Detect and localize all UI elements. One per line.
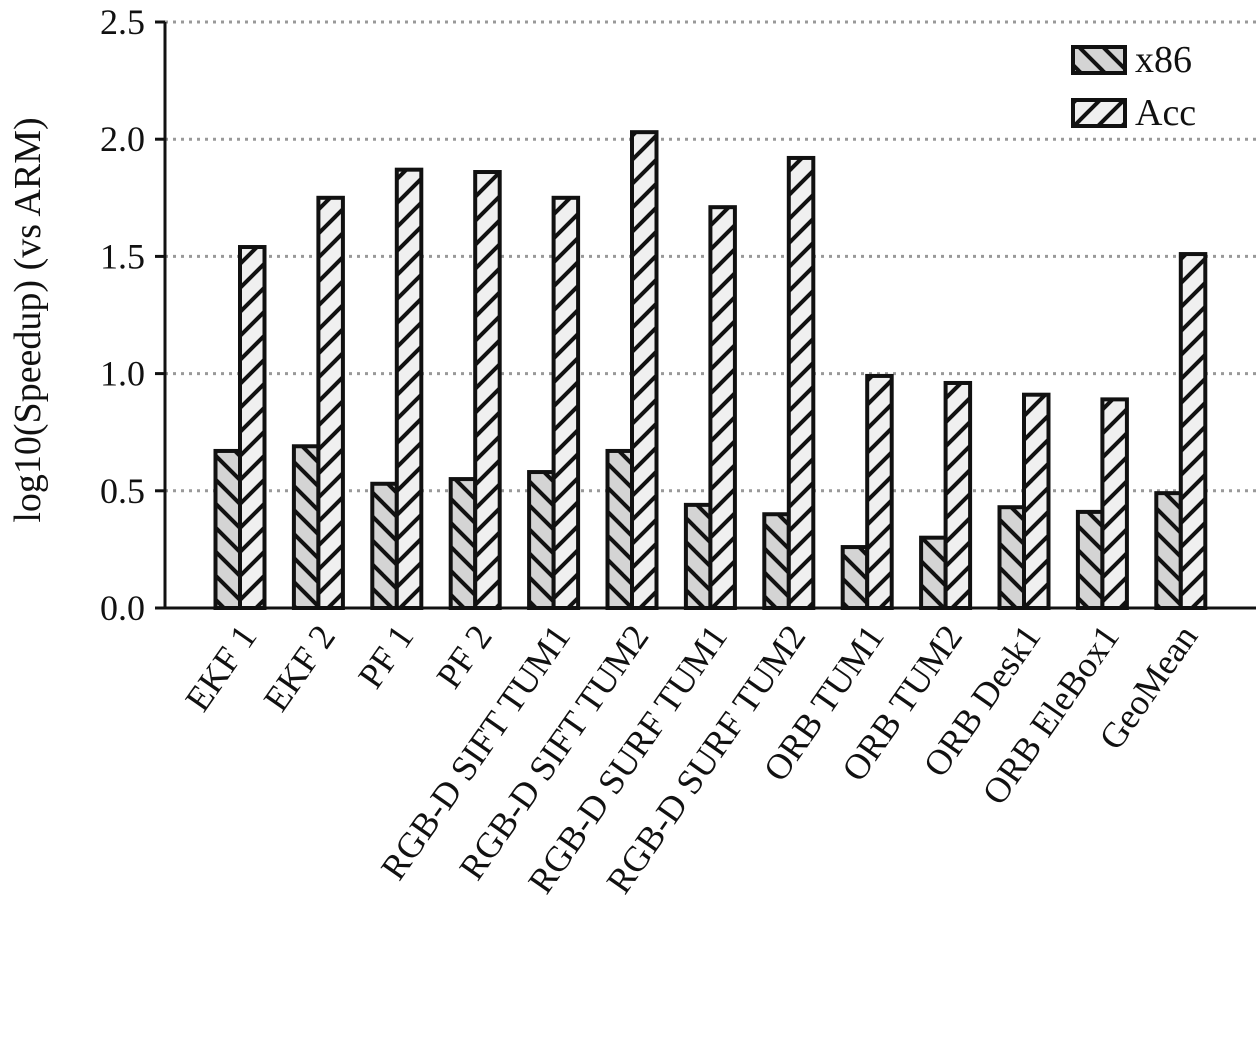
bar bbox=[708, 205, 737, 610]
x-tick-label: EKF 1 bbox=[177, 618, 264, 719]
legend-swatch bbox=[1071, 98, 1127, 128]
bar bbox=[919, 535, 948, 610]
x-tick-label: PF 2 bbox=[429, 618, 500, 696]
bar bbox=[865, 373, 894, 610]
y-tick-label: 1.0 bbox=[100, 354, 145, 394]
x-tick-label: EKF 2 bbox=[256, 618, 343, 719]
bar bbox=[1178, 252, 1208, 610]
y-tick-label: 0.0 bbox=[100, 588, 145, 628]
bar bbox=[1154, 491, 1183, 611]
bar bbox=[316, 195, 345, 611]
bar bbox=[997, 505, 1026, 611]
y-axis-label: log10(Speedup) (vs ARM) bbox=[7, 117, 49, 522]
y-tick-label: 2.5 bbox=[100, 2, 145, 42]
bar bbox=[683, 502, 713, 611]
legend-label: x86 bbox=[1135, 39, 1192, 81]
y-tick-label: 2.0 bbox=[100, 119, 145, 159]
bar bbox=[551, 195, 581, 611]
bar bbox=[527, 470, 556, 610]
x-tick-label: PF 1 bbox=[350, 618, 421, 696]
bar bbox=[1100, 397, 1129, 610]
bar bbox=[473, 170, 502, 611]
bar bbox=[840, 545, 870, 611]
bar bbox=[786, 155, 816, 610]
bar bbox=[291, 444, 321, 610]
bar bbox=[605, 448, 634, 610]
bar bbox=[1022, 392, 1051, 611]
bar bbox=[762, 512, 791, 610]
bar bbox=[943, 380, 973, 611]
legend-swatch bbox=[1071, 45, 1127, 75]
y-tick-label: 1.5 bbox=[100, 236, 145, 276]
bar bbox=[394, 167, 424, 610]
bar bbox=[448, 477, 478, 610]
bar bbox=[238, 245, 267, 611]
bar bbox=[1075, 509, 1105, 610]
bar bbox=[213, 448, 242, 610]
y-tick-label: 0.5 bbox=[100, 471, 145, 511]
legend-label: Acc bbox=[1135, 92, 1196, 134]
bar bbox=[370, 481, 399, 611]
bar bbox=[630, 130, 659, 610]
